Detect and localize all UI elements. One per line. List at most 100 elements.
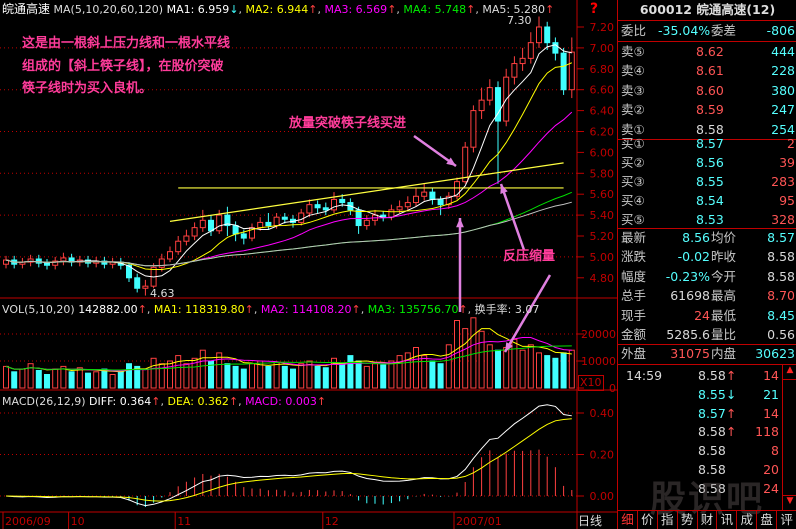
tick-row[interactable]: 8.58 20: [618, 460, 796, 480]
ask-row[interactable]: 卖② 8.59 247: [618, 100, 796, 120]
ask-label: 卖②: [621, 102, 645, 118]
ask-qty: 444: [771, 44, 795, 59]
stat-row[interactable]: 现手 24 最低 8.45: [618, 306, 796, 326]
tick-row[interactable]: 8.55 ↓ 21: [618, 385, 796, 405]
arrow-up-icon: ↑: [151, 395, 161, 408]
price-tick-label: 6.80: [590, 63, 615, 76]
ask-row[interactable]: 卖④ 8.61 228: [618, 61, 796, 81]
ask-row[interactable]: 卖⑤ 8.62 444: [618, 42, 796, 62]
ask-qty: 254: [771, 121, 795, 137]
volume-bar: [52, 368, 59, 389]
stock-chart[interactable]: 7.20 7.00 6.80 6.60 6.40 6.20 6.00 5.80 5.60 5.40…: [0, 0, 617, 529]
volume-bar: [76, 367, 83, 389]
macd-tick-label: 0.40: [590, 407, 615, 420]
tick-row[interactable]: 14:59 8.58 ↑ 14: [618, 366, 796, 386]
stat-value: 8.58: [767, 268, 795, 284]
ask-qty: 247: [771, 102, 795, 118]
diff-label: 委差: [711, 23, 737, 38]
candle-up: [454, 181, 460, 197]
arrow-up-icon: ↑: [466, 3, 476, 16]
price-tick-label: 6.40: [590, 105, 615, 118]
stat-row[interactable]: 金额 5285.6 量比 0.56: [618, 325, 796, 345]
price-tick-label: 5.20: [590, 230, 615, 243]
bid-price: 8.57: [696, 136, 724, 151]
arrow-up-icon: ↑: [308, 3, 318, 16]
tick-row[interactable]: 8.57 ↑ 14: [618, 404, 796, 424]
intro-line: 这是由一根斜上压力线和一根水平线: [22, 36, 231, 51]
ask-row[interactable]: 卖① 8.58 254: [618, 120, 796, 140]
period-label[interactable]: 日线: [578, 514, 603, 528]
tab-1[interactable]: 价: [638, 511, 658, 529]
tick-price: 8.55: [698, 386, 726, 402]
tab-7[interactable]: 盘: [757, 511, 778, 529]
candle-down: [429, 191, 436, 200]
price-tick-label: 5.80: [590, 167, 615, 180]
bid-label: 买④: [621, 193, 645, 209]
tick-volume: 21: [763, 386, 779, 402]
candle-down: [544, 26, 551, 44]
bid-label: 买②: [621, 155, 645, 171]
order-ratio-row: 委比 -35.04% 委差 -806: [618, 21, 796, 41]
candle-up: [388, 209, 395, 218]
help-icon[interactable]: ?: [590, 1, 599, 17]
tab-3[interactable]: 势: [678, 511, 698, 529]
volume-bar: [519, 349, 526, 389]
stat-row[interactable]: 涨跌 -0.02 昨收 8.58: [618, 247, 796, 267]
ma2-value: MA2: 6.944: [245, 3, 309, 16]
tab-5[interactable]: 讯: [717, 511, 738, 529]
tick-row[interactable]: 8.58 ↑ 118: [618, 422, 796, 442]
outer-value: 31075: [670, 346, 710, 361]
stat-row[interactable]: 总手 61698 最高 8.70: [618, 286, 796, 306]
volume-bar: [314, 365, 321, 389]
tab-0[interactable]: 细: [618, 511, 638, 529]
ma-label: MA(5,10,20,60,120): [53, 3, 164, 16]
volume-bar: [478, 330, 485, 389]
candle-up: [413, 195, 419, 204]
volume-bar: [421, 355, 428, 389]
candle-down: [101, 260, 108, 265]
tick-row[interactable]: 8.58 8: [618, 441, 796, 461]
arrow-up-icon: ↑: [726, 405, 737, 421]
arrow-up-icon: ↑: [387, 3, 397, 16]
arrow-head-icon: [456, 218, 464, 228]
bid-row[interactable]: 买① 8.57 2: [618, 134, 796, 154]
tab-8[interactable]: 评: [777, 511, 796, 529]
tick-price: 8.58: [698, 480, 726, 496]
date-tick-label: 10: [71, 515, 85, 528]
scroll-down-icon[interactable]: ▼: [783, 495, 796, 510]
stat-row[interactable]: 最新 8.56 均价 8.57: [618, 228, 796, 248]
tick-scrollbar[interactable]: ▲ ▼: [782, 365, 796, 510]
volume-tick-label: 20000: [581, 328, 616, 341]
candle-up: [273, 216, 280, 227]
arrow-up-icon: ↑: [545, 3, 555, 16]
ask-row[interactable]: 卖③ 8.60 380: [618, 81, 796, 101]
bid-qty: 2: [787, 136, 795, 151]
ask-qty: 228: [771, 63, 795, 79]
tick-volume: 14: [763, 405, 779, 421]
stat-row[interactable]: 幅度 -0.23% 今开 8.58: [618, 267, 796, 287]
candle-down: [552, 42, 559, 54]
vol-multiplier[interactable]: X10: [578, 375, 604, 391]
bid-row[interactable]: 买⑤ 8.53 328: [618, 210, 796, 230]
tab-6[interactable]: 成: [737, 511, 758, 529]
volume-bar: [544, 355, 551, 389]
tab-2[interactable]: 指: [658, 511, 678, 529]
volume-bar: [470, 317, 477, 389]
candle-up: [486, 87, 493, 101]
bid-row[interactable]: 买② 8.56 39: [618, 153, 796, 173]
trend-line-rising-resistance: [169, 162, 564, 222]
tick-row[interactable]: 8.58 24: [618, 479, 796, 499]
bid-row[interactable]: 买④ 8.54 95: [618, 191, 796, 211]
volume-bar: [568, 349, 575, 389]
bid-row[interactable]: 买③ 8.55 283: [618, 172, 796, 192]
vol-ma3: MA3: 135756.70: [367, 303, 459, 316]
volume-bar: [216, 352, 223, 389]
volume-bar: [191, 357, 198, 389]
scroll-up-icon[interactable]: ▲: [783, 365, 796, 380]
volume-bar: [404, 352, 411, 389]
arrow-head-icon: [446, 157, 456, 166]
volume-ma-line: [5, 345, 572, 371]
candle-up: [478, 99, 485, 112]
arrow-up-icon: ↑: [726, 424, 737, 440]
tab-4[interactable]: 财: [698, 511, 718, 529]
